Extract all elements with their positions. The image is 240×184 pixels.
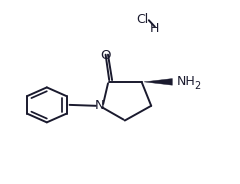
Text: NH: NH [176, 75, 195, 88]
Text: O: O [100, 49, 111, 62]
Text: 2: 2 [194, 81, 201, 91]
Polygon shape [144, 79, 172, 85]
Text: N: N [95, 99, 104, 112]
Text: H: H [150, 22, 160, 35]
Text: Cl: Cl [137, 13, 149, 26]
